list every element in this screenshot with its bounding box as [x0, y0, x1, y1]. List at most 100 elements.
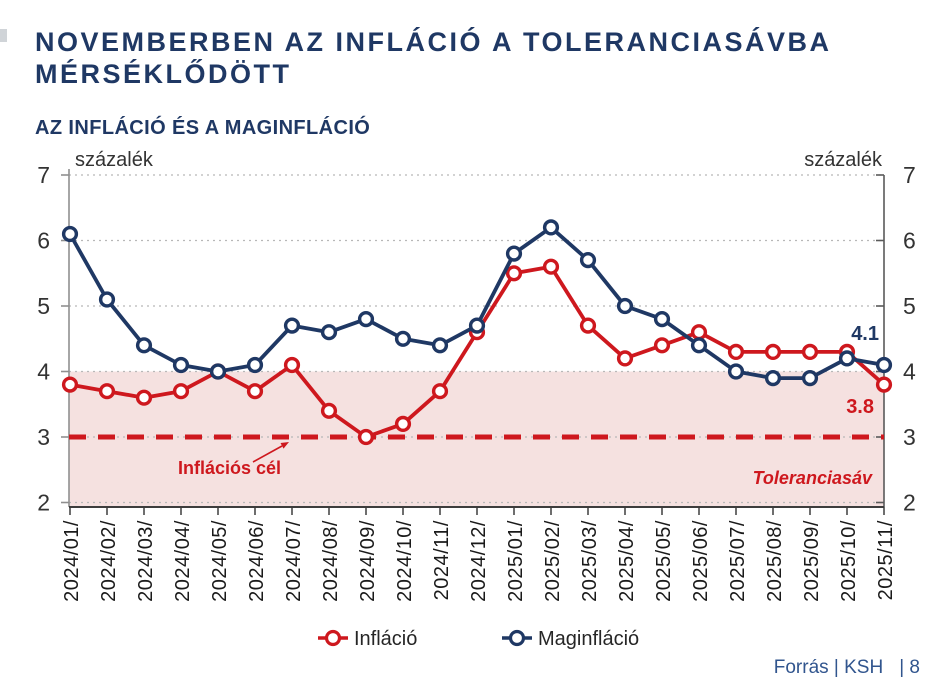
data-point-maginflacio	[394, 330, 412, 347]
left-edge-artifact	[0, 29, 7, 42]
svg-text:2024/08/: 2024/08/	[320, 520, 342, 602]
slide-title-line2: MÉRSÉKLŐDÖTT	[35, 59, 292, 90]
data-point-inflacio	[283, 356, 301, 374]
unit-label-left: százalék	[75, 149, 154, 171]
svg-text:7: 7	[37, 162, 50, 188]
svg-text:6: 6	[903, 228, 916, 254]
footer: Forrás | KSH | 8	[774, 657, 920, 679]
data-point-maginflacio	[135, 337, 153, 354]
data-point-inflacio	[875, 376, 893, 393]
target-annotation: Inflációs cél	[178, 442, 289, 478]
legend-label: Infláció	[354, 628, 417, 650]
svg-text:4: 4	[903, 359, 916, 385]
svg-text:2025/11/: 2025/11/	[875, 520, 897, 600]
y-axis-labels-right: 7 6 5 4 3 2	[903, 162, 916, 516]
series-maginflacio	[61, 219, 893, 387]
legend-item-inflacio: Infláció	[318, 628, 417, 650]
svg-text:2025/07/: 2025/07/	[727, 520, 749, 602]
data-point-inflacio	[616, 350, 634, 367]
data-point-inflacio	[357, 428, 375, 446]
svg-text:2024/01/: 2024/01/	[61, 520, 83, 602]
data-point-inflacio	[431, 383, 449, 400]
data-point-maginflacio	[468, 317, 486, 334]
data-point-maginflacio	[764, 370, 782, 387]
data-point-inflacio	[98, 383, 116, 400]
svg-text:7: 7	[903, 162, 916, 188]
svg-text:2024/11/: 2024/11/	[431, 520, 453, 600]
legend-marker-circle	[508, 629, 526, 647]
data-point-maginflacio	[690, 337, 708, 354]
svg-text:2025/10/: 2025/10/	[838, 520, 860, 602]
svg-text:2025/01/: 2025/01/	[505, 520, 527, 602]
svg-text:2024/04/: 2024/04/	[172, 520, 194, 602]
x-axis-labels: 2024/01/2024/02/2024/03/2024/04/2024/05/…	[61, 520, 897, 602]
data-point-inflacio	[61, 376, 79, 393]
inflation-chart: 7 6 5 4 3 2 7 6 5 4 3 2 százalék százalék 2024/01/2024…	[0, 140, 934, 670]
data-point-maginflacio	[209, 363, 227, 380]
legend: Infláció Maginfláció	[318, 628, 639, 650]
legend-marker-circle	[324, 629, 342, 647]
end-label-inflacio: 3.8	[846, 396, 874, 418]
end-label-maginflacio: 4.1	[851, 323, 879, 345]
data-point-maginflacio	[801, 370, 819, 387]
unit-label-right: százalék	[804, 149, 883, 171]
svg-text:6: 6	[37, 228, 50, 254]
chart-canvas: 7 6 5 4 3 2 7 6 5 4 3 2 százalék százalék 2024/01/2024…	[37, 149, 916, 650]
legend-item-maginflacio: Maginfláció	[502, 628, 639, 650]
svg-text:2024/02/: 2024/02/	[98, 520, 120, 602]
footer-page-number: | 8	[899, 657, 920, 678]
data-point-inflacio	[246, 383, 264, 400]
legend-label: Maginfláció	[538, 628, 639, 650]
chart-title: AZ INFLÁCIÓ ÉS A MAGINFLÁCIÓ	[35, 116, 371, 139]
axes	[61, 169, 885, 515]
data-point-inflacio	[653, 337, 671, 354]
data-point-maginflacio	[875, 356, 893, 374]
data-point-maginflacio	[542, 219, 560, 236]
data-point-maginflacio	[246, 356, 264, 374]
svg-text:5: 5	[903, 293, 916, 319]
target-arrow	[252, 445, 283, 463]
svg-text:2024/12/: 2024/12/	[468, 520, 490, 602]
data-point-inflacio	[542, 258, 560, 275]
slide-title-line1: NOVEMBERBEN AZ INFLÁCIÓ A TOLERANCIASÁVB…	[35, 27, 832, 58]
svg-text:2024/03/: 2024/03/	[135, 520, 157, 602]
data-point-maginflacio	[579, 251, 597, 269]
svg-text:3: 3	[903, 424, 916, 450]
svg-text:2025/03/: 2025/03/	[579, 520, 601, 602]
svg-text:2025/02/: 2025/02/	[542, 520, 564, 602]
series-inflacio	[61, 258, 893, 446]
svg-text:5: 5	[37, 293, 50, 319]
data-point-maginflacio	[357, 311, 375, 328]
data-point-maginflacio	[616, 297, 634, 315]
y-axis-labels-left: 7 6 5 4 3 2	[37, 162, 50, 516]
svg-text:2025/06/: 2025/06/	[690, 520, 712, 602]
data-point-inflacio	[172, 383, 190, 400]
data-point-maginflacio	[283, 317, 301, 334]
data-point-maginflacio	[172, 356, 190, 374]
svg-text:3: 3	[37, 424, 50, 450]
svg-text:4: 4	[37, 359, 50, 385]
data-point-inflacio	[505, 265, 523, 282]
data-point-inflacio	[320, 402, 338, 419]
data-point-inflacio	[135, 389, 153, 406]
data-point-maginflacio	[320, 324, 338, 341]
slide-title: NOVEMBERBEN AZ INFLÁCIÓ A TOLERANCIASÁVB…	[35, 26, 915, 90]
svg-text:2: 2	[37, 490, 50, 516]
target-label: Inflációs cél	[178, 458, 281, 478]
svg-text:2024/10/: 2024/10/	[394, 520, 416, 602]
data-point-maginflacio	[838, 350, 856, 367]
svg-text:2025/08/: 2025/08/	[764, 520, 786, 602]
svg-text:2025/04/: 2025/04/	[616, 520, 638, 602]
data-point-inflacio	[764, 343, 782, 361]
band-label: Toleranciasáv	[753, 468, 873, 488]
svg-text:2024/07/: 2024/07/	[283, 520, 305, 602]
data-point-maginflacio	[505, 245, 523, 262]
svg-text:2: 2	[903, 490, 916, 516]
data-point-inflacio	[727, 343, 745, 361]
footer-source: Forrás | KSH	[773, 657, 884, 678]
data-point-maginflacio	[727, 363, 745, 380]
data-point-inflacio	[690, 324, 708, 341]
data-point-maginflacio	[98, 291, 116, 308]
data-point-inflacio	[801, 343, 819, 361]
